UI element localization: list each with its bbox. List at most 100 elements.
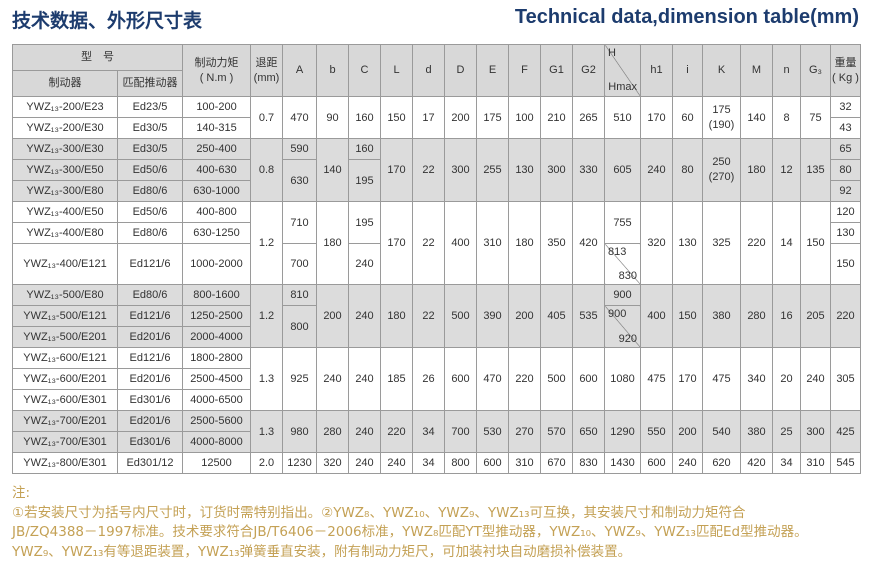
table-body: YWZ₁₃-200/E23 Ed23/5 100-200 0.7 470 90 160 150… [12,96,861,474]
header-cell: L [380,44,413,97]
table-cell: YWZ₁₃-500/E80 [12,284,118,306]
header-cell: 制动器 [12,70,118,97]
header-cell: 制动力矩 ( N.m ) [182,44,251,97]
table-cell: YWZ₁₃-600/E201 [12,368,118,390]
header-cell: n [772,44,801,97]
table-cell: 545 [830,452,861,474]
table-cell: 405 [540,284,573,348]
table-cell: YWZ₁₃-400/E80 [12,222,118,244]
table-cell: 12500 [182,452,251,474]
table-cell: 25 [772,410,801,453]
table-row: YWZ₁₃-700/E301 Ed301/6 4000-8000 [12,431,861,453]
table-cell: 240 [800,347,831,411]
table-cell: 2.0 [250,452,283,474]
table-cell: 205 [800,284,831,348]
table-cell: YWZ₁₃-800/E301 [12,452,118,474]
table-cell: 270 [508,410,541,453]
table-cell: 900 [604,284,641,306]
table-cell: Ed80/6 [117,222,183,244]
header-cell: 匹配推动器 [117,70,183,97]
header-cell: K [702,44,741,97]
table-cell: YWZ₁₃-700/E201 [12,410,118,432]
table-cell: 755 [604,201,641,244]
table-cell: 813 830 [604,243,641,285]
table-cell: 400-800 [182,201,251,223]
table-cell: 340 [740,347,773,411]
table-cell: 600 [640,452,673,474]
table-cell: 425 [830,410,861,453]
table-row: YWZ₁₃-600/E121 Ed121/6 1800-2800 1.3 925 240 2… [12,347,861,411]
table-cell: 2500-5600 [182,410,251,432]
header-row: 制动器 匹配推动器 [12,70,861,97]
table-cell: 135 [800,138,831,202]
table-cell: YWZ₁₃-300/E50 [12,159,118,181]
table-cell: 310 [508,452,541,474]
table-cell: 34 [412,452,445,474]
table-row: YWZ₁₃-300/E30 Ed30/5 250-400 0.8 590 140 160 17… [12,138,861,202]
title-en: Technical data,dimension table(mm) [514,6,859,28]
table-cell: 240 [348,347,381,411]
table-cell: 220 [508,347,541,411]
table-cell: 810 [282,284,317,306]
table-row: YWZ₁₃-500/E80 Ed80/6 800-1600 1.2 810 200 240 1… [12,284,861,348]
table-cell: 75 [800,96,831,139]
header-cell: D [444,44,477,97]
cell-text: 900 [608,308,627,320]
table-cell: 200 [508,284,541,348]
table-cell: 420 [740,452,773,474]
table-cell: 160 [348,96,381,139]
table-cell: Ed201/6 [117,326,183,348]
table-cell: 620 [702,452,741,474]
note-line: ①若安装尺寸为括号内尺寸时，订货时需特别指出。②YWZ₈、YWZ₁₀、YWZ₉、… [12,504,746,521]
table-cell: 1.2 [250,284,283,348]
table-cell: YWZ₁₃-600/E301 [12,389,118,411]
table-cell: YWZ₁₃-200/E23 [12,96,118,118]
cell-text: (190) [708,118,735,131]
table-row: YWZ₁₃-200/E30 Ed30/5 140-315 43 [12,117,861,139]
header-cell: 型 号 [12,44,183,71]
header-cell: M [740,44,773,97]
table-cell: 240 [348,243,381,285]
table-cell: 1800-2800 [182,347,251,369]
header-cell: G₃ [800,44,831,97]
table-cell: 240 [348,452,381,474]
table-cell: 600 [476,452,509,474]
table-cell: Ed80/6 [117,180,183,202]
header-cell: h1 [640,44,673,97]
table-cell: Ed201/6 [117,410,183,432]
header-cell: i [672,44,703,97]
cell-text: 250 [712,156,731,168]
table-cell: 140 [316,138,349,202]
cell-text: 重量 [834,56,857,69]
table-cell: 16 [772,284,801,348]
table-cell: 300 [800,410,831,453]
table-cell: 500 [540,347,573,411]
table-cell: 400 [444,201,477,285]
table-cell: 280 [316,410,349,453]
table-cell: 220 [380,410,413,453]
table-cell: 300 [540,138,573,202]
table-row: YWZ₁₃-300/E80 Ed80/6 630-1000 92 [12,180,861,202]
table-cell: 310 [476,201,509,285]
table-cell: 310 [800,452,831,474]
header-cell: C [348,44,381,97]
header-cell: d [412,44,445,97]
table-cell: Ed201/6 [117,368,183,390]
table-row: YWZ₁₃-600/E201 Ed201/6 2500-4500 [12,368,861,390]
header-cell: b [316,44,349,97]
table-cell: 320 [640,201,673,285]
cell-text: 制动力矩 [194,56,239,69]
table-cell: 265 [572,96,605,139]
table-cell: 925 [282,347,317,411]
table-cell: 250 (270) [702,138,741,202]
table-cell: 150 [830,243,861,285]
cell-text: 830 [618,270,637,282]
table-cell: 255 [476,138,509,202]
table-row: YWZ₁₃-400/E121 Ed121/6 1000-2000 700 240 813 8… [12,243,861,285]
note-line: JB/ZQ4388－1997标准。技术要求符合JB/T6406－2006标准，Y… [12,524,808,540]
header-cell: E [476,44,509,97]
table-cell: 1430 [604,452,641,474]
table-cell: 300 [444,138,477,202]
